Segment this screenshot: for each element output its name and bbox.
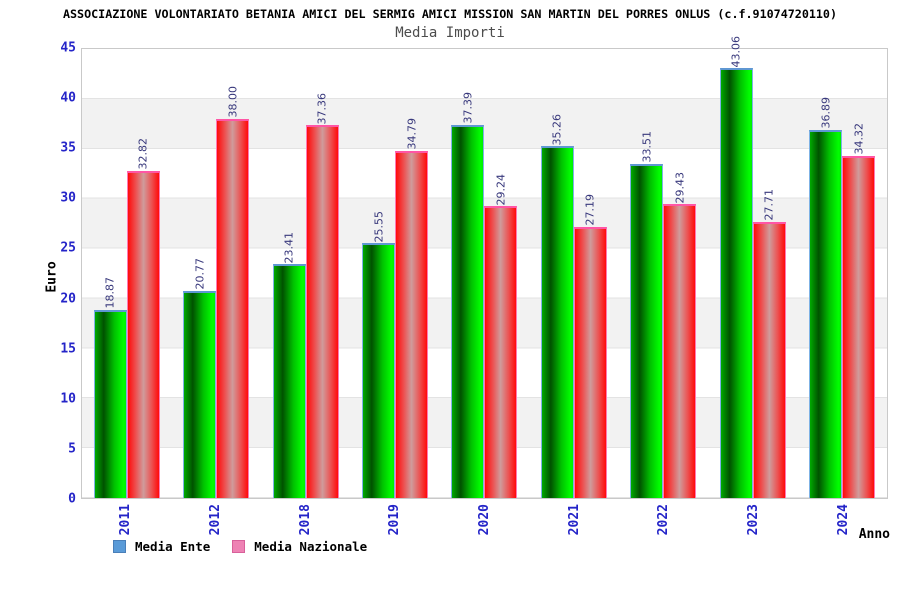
bar-group-2023: 43.06 27.71: [708, 36, 797, 498]
x-tick-label: 2012: [208, 504, 223, 536]
x-tick-label: 2020: [477, 504, 493, 536]
bar-media-ente-2021: 35.26: [540, 114, 574, 498]
bar-group-2018: 23.41 37.36: [261, 49, 350, 498]
bar-group-2021: 35.26 27.19: [529, 49, 618, 498]
x-axis-title: Anno: [858, 527, 890, 542]
y-tick-label: 30: [60, 190, 76, 206]
chart-subtitle: Media Importi: [395, 25, 505, 41]
bar-value-label: 43.06: [729, 35, 743, 68]
y-tick-label: 25: [60, 240, 76, 256]
bar-media-ente-2011: 18.87: [93, 277, 127, 498]
bar-value-label: 29.43: [673, 171, 687, 204]
bar-media-nazionale-2023: 27.71: [752, 189, 786, 498]
bar-value-label: 27.19: [583, 194, 597, 226]
bar-value-label: 20.77: [193, 258, 207, 290]
x-tick-label: 2022: [656, 504, 672, 536]
bar-media-nazionale-2018: 37.36: [305, 93, 339, 498]
y-tick-label: 20: [60, 291, 76, 307]
legend-label: Media Ente: [135, 539, 211, 554]
bar-media-ente-2023: 43.06: [719, 36, 753, 498]
x-tick-label: 2023: [746, 504, 762, 536]
y-tick-label: 0: [68, 491, 76, 507]
bar-media-ente-2012: 20.77: [183, 258, 217, 498]
x-tick-label: 2024: [835, 504, 851, 536]
x-tick-cell: 2021: [529, 504, 619, 546]
y-axis-title: Euro: [44, 261, 60, 293]
bar-media-ente-2019: 25.55: [362, 211, 396, 498]
x-tick-label: 2021: [566, 504, 582, 536]
bar-value-label: 27.71: [762, 189, 776, 221]
legend-item-media-nazionale: Media Nazionale: [232, 539, 367, 554]
y-tick-label: 10: [60, 391, 76, 407]
bar-media-nazionale-2021: 27.19: [573, 194, 607, 498]
bar-group-2022: 33.51 29.43: [619, 49, 708, 498]
bar-media-ente-2018: 23.41: [272, 232, 306, 498]
legend-swatch-icon: [232, 540, 246, 553]
x-tick-cell: 2022: [619, 504, 709, 546]
bar-value-label: 29.24: [494, 173, 508, 206]
bar-group-2020: 37.39 29.24: [440, 49, 529, 498]
bar-value-label: 36.89: [819, 97, 833, 129]
bar-value-label: 34.79: [405, 118, 419, 150]
bar-media-ente-2020: 37.39: [451, 92, 485, 498]
bar-value-label: 35.26: [550, 113, 564, 146]
y-tick-label: 40: [60, 90, 76, 106]
plot-area: 18.87 32.82 20.77 38.00 23.41 37.36 25.55 34.79…: [81, 36, 888, 499]
bar-value-label: 34.32: [852, 123, 866, 155]
chart-legend: Media Ente Media Nazionale: [113, 539, 367, 554]
bar-media-nazionale-2024: 34.32: [842, 123, 876, 498]
bar-media-ente-2024: 36.89: [809, 97, 843, 498]
bar-media-nazionale-2011: 32.82: [126, 138, 160, 498]
bar-media-nazionale-2012: 38.00: [216, 86, 250, 498]
bar-value-label: 18.87: [103, 277, 117, 309]
bar-value-label: 32.82: [136, 138, 150, 170]
bar-value-label: 23.41: [282, 231, 296, 264]
x-tick-cell: 2023: [709, 504, 799, 546]
bar-group-2019: 25.55 34.79: [350, 49, 439, 498]
bar-value-label: 25.55: [372, 210, 386, 243]
bar-value-label: 37.39: [461, 92, 475, 124]
x-tick-label: 2011: [118, 504, 134, 536]
legend-swatch-icon: [113, 540, 126, 553]
y-tick-label: 45: [60, 40, 76, 56]
x-tick-label: 2018: [297, 504, 313, 536]
y-axis-tick-labels: 0 5 10 15 20 25 30 35 40 45: [0, 41, 76, 507]
legend-item-media-ente: Media Ente: [113, 539, 210, 554]
bar-group-2012: 20.77 38.00: [171, 49, 260, 498]
bar-media-ente-2022: 33.51: [630, 131, 664, 498]
y-tick-label: 5: [68, 441, 76, 457]
y-tick-label: 15: [60, 341, 76, 357]
bar-group-2024: 36.89 34.32: [798, 49, 887, 498]
bar-group-2011: 18.87 32.82: [82, 49, 171, 498]
chart-title: ASSOCIAZIONE VOLONTARIATO BETANIA AMICI …: [62, 7, 837, 21]
bar-media-nazionale-2022: 29.43: [663, 172, 697, 498]
bar-media-nazionale-2020: 29.24: [484, 174, 518, 498]
bar-value-label: 38.00: [226, 86, 240, 118]
x-tick-label: 2019: [387, 504, 403, 536]
x-tick-cell: 2020: [440, 504, 530, 546]
bar-media-nazionale-2019: 34.79: [395, 118, 429, 498]
bar-groups: 18.87 32.82 20.77 38.00 23.41 37.36 25.55 34.79…: [82, 36, 887, 498]
legend-label: Media Nazionale: [254, 539, 368, 554]
bar-value-label: 37.36: [315, 92, 329, 125]
y-tick-label: 35: [60, 140, 76, 156]
bar-value-label: 33.51: [640, 131, 654, 163]
